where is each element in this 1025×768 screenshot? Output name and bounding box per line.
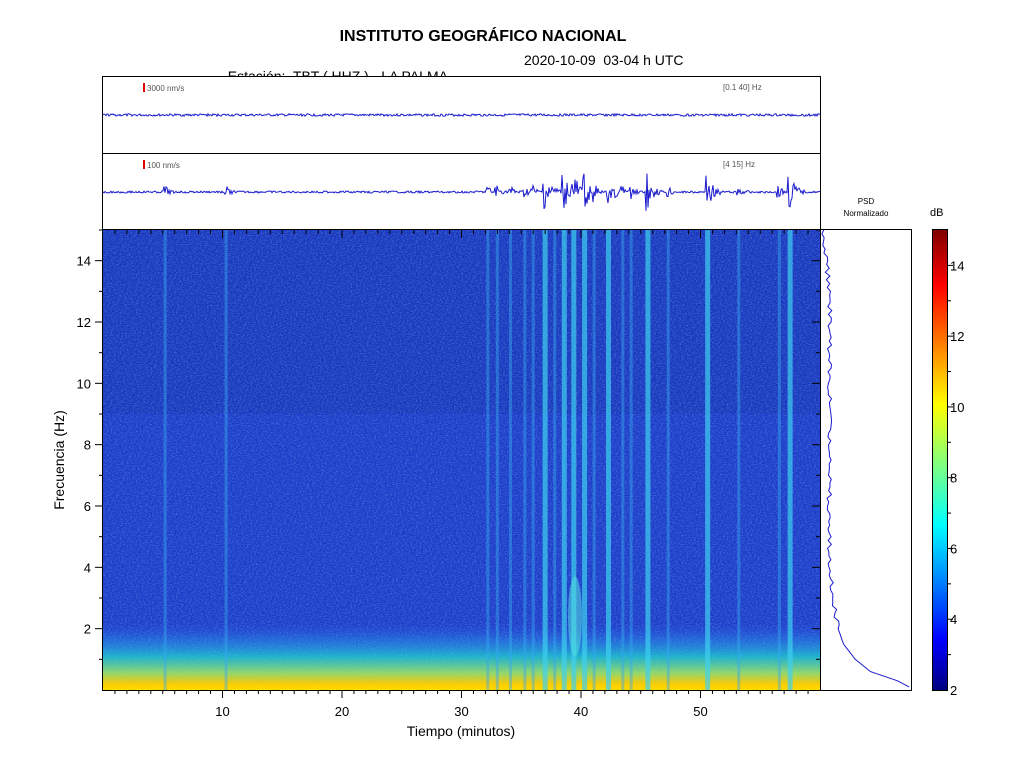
scale-bar-icon (143, 160, 145, 169)
y-tick-label: 2 (84, 622, 91, 637)
colorbar-tick-label: 4 (950, 612, 957, 627)
seismogram-filtered: 100 nm/s [4 15] Hz (102, 153, 821, 231)
colorbar-tick-label: 8 (950, 471, 957, 486)
event-stripe (224, 230, 228, 690)
event-stripe (523, 230, 527, 690)
x-tick-label: 50 (693, 704, 707, 719)
event-stripe (486, 230, 490, 690)
event-stripe (705, 230, 711, 690)
y-tick-label: 12 (77, 315, 91, 330)
psd-curve (821, 229, 910, 688)
spectrogram-speckle (103, 230, 820, 690)
event-stripe (571, 230, 577, 690)
event-stripe (621, 230, 625, 690)
band-label-filtered: [4 15] Hz (723, 160, 756, 169)
band-label-broadband: [0.1 40] Hz (723, 83, 762, 92)
y-axis: 2 4 6 8 10 12 14 (77, 229, 820, 660)
event-stripe (787, 230, 793, 690)
x-axis: 10 20 30 40 50 (114, 230, 809, 719)
event-stripe (582, 230, 588, 690)
x-tick-label: 20 (335, 704, 349, 719)
event-stripe (777, 230, 781, 690)
colorbar (932, 229, 948, 691)
low-frequency-floor (103, 685, 820, 690)
event-stripe (553, 230, 557, 690)
y-tick-label: 4 (84, 560, 91, 575)
colorbar-tick-label: 14 (950, 258, 964, 273)
x-tick-label: 30 (454, 704, 468, 719)
x-axis-label: Tiempo (minutos) (407, 723, 515, 739)
scale-label-filtered: 100 nm/s (143, 160, 180, 170)
event-stripe (605, 230, 611, 690)
page-title: INSTITUTO GEOGRÁFICO NACIONAL (339, 28, 627, 45)
scale-bar-icon (143, 83, 145, 92)
event-stripe (508, 230, 512, 690)
event-stripe (542, 230, 548, 690)
event-stripe (561, 230, 567, 690)
colorbar-unit: dB (930, 207, 944, 219)
y-axis-label: Frecuencia (Hz) (51, 410, 67, 510)
colorbar-tick-label: 12 (950, 329, 964, 344)
y-tick-label: 14 (77, 254, 91, 269)
datetime-label: 2020-10-09 03-04 h UTC (524, 52, 684, 68)
y-tick-label: 6 (84, 499, 91, 514)
colorbar-ticks: 2 4 6 8 10 12 14 (948, 258, 964, 698)
x-tick-label: 40 (574, 704, 588, 719)
y-tick-label: 10 (77, 376, 91, 391)
event-stripe (592, 230, 596, 690)
event-stripe (495, 230, 499, 690)
spectrogram-image (103, 230, 820, 690)
event-stripe (666, 230, 670, 690)
seismogram-trace-broadband (103, 112, 820, 118)
event-stripe (629, 230, 633, 690)
colorbar-tick-label: 6 (950, 541, 957, 556)
colorbar-tick-label: 10 (950, 400, 964, 415)
x-tick-label: 10 (215, 704, 229, 719)
psd-label: PSD Normalizado (843, 197, 889, 218)
event-stripe (645, 230, 651, 690)
event-stripe (737, 230, 741, 690)
event-stripe (531, 230, 535, 690)
psd-panel (820, 229, 912, 691)
low-frequency-energy (103, 622, 820, 690)
y-tick-label: 8 (84, 438, 91, 453)
colorbar-tick-label: 2 (950, 683, 957, 698)
seismogram-trace-filtered (103, 173, 820, 211)
event-energy-blob (568, 576, 583, 657)
event-stripe (163, 230, 167, 690)
scale-label-broadband: 3000 nm/s (143, 83, 184, 93)
